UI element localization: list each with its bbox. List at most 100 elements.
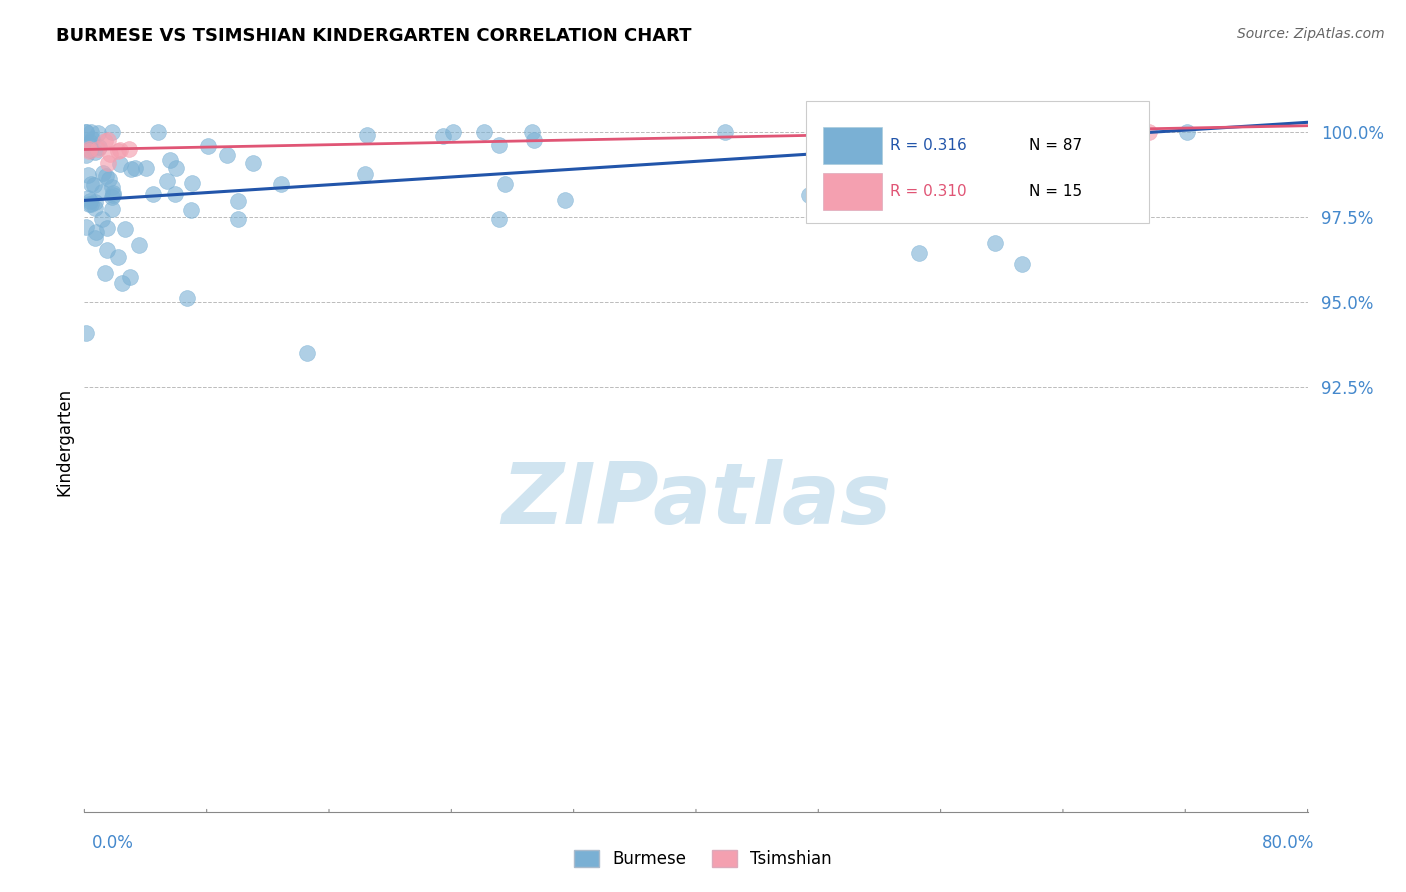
Point (1108, 155, 1130, 169)
Point (1115, 126, 1137, 140)
Point (101, 202, 124, 217)
Point (98, 147, 121, 161)
Point (884, 126, 907, 140)
Point (79, 135, 101, 149)
Point (1137, 126, 1160, 140)
Point (228, 194, 250, 208)
Point (91, 166, 114, 180)
Point (94, 266, 117, 280)
Point (83, 178, 105, 193)
Point (180, 202, 202, 217)
Point (114, 222, 136, 236)
FancyBboxPatch shape (806, 101, 1149, 223)
Point (494, 177, 516, 191)
Point (952, 126, 974, 140)
Point (96, 243, 118, 257)
Point (79, 143, 101, 157)
Point (120, 162, 142, 177)
Point (101, 188, 124, 202)
Point (441, 126, 464, 140)
Point (270, 177, 292, 191)
Text: 80.0%: 80.0% (1263, 834, 1315, 852)
Point (165, 161, 187, 176)
Point (77, 196, 100, 211)
Point (135, 161, 157, 175)
Point (297, 346, 319, 360)
Point (146, 126, 169, 140)
Point (159, 153, 181, 168)
Point (226, 212, 249, 227)
Point (97, 172, 120, 186)
Point (1002, 133, 1025, 147)
Point (75, 126, 97, 140)
Point (84, 231, 107, 245)
Text: N = 87: N = 87 (1029, 138, 1081, 153)
Point (91, 185, 114, 199)
Point (94, 134, 117, 148)
Point (1011, 257, 1033, 271)
Point (83, 145, 105, 159)
Y-axis label: Kindergarten: Kindergarten (55, 387, 73, 496)
Point (952, 126, 974, 140)
Point (118, 269, 141, 284)
Point (1047, 156, 1070, 170)
Point (79, 137, 101, 152)
Point (242, 156, 264, 170)
Point (79, 196, 101, 211)
Point (77, 169, 100, 183)
Point (75, 219, 97, 234)
Point (96, 220, 118, 235)
Point (97, 156, 120, 170)
Point (353, 167, 375, 181)
Point (108, 156, 131, 170)
Point (124, 161, 146, 175)
Point (75, 326, 97, 341)
Point (103, 186, 125, 201)
Point (87, 126, 110, 140)
Point (76, 190, 98, 204)
Point (107, 144, 129, 158)
Point (101, 126, 124, 140)
Point (432, 129, 454, 144)
Point (984, 235, 1007, 250)
Point (118, 142, 141, 156)
Point (87, 143, 110, 157)
Point (356, 128, 378, 142)
Point (1060, 147, 1083, 161)
Point (80, 131, 103, 145)
Point (520, 126, 543, 140)
Text: BURMESE VS TSIMSHIAN KINDERGARTEN CORRELATION CHART: BURMESE VS TSIMSHIAN KINDERGARTEN CORREL… (56, 27, 692, 45)
Point (554, 193, 576, 207)
Point (797, 188, 820, 202)
Point (77, 144, 100, 158)
Point (176, 291, 198, 305)
Point (908, 245, 931, 260)
Point (97, 133, 120, 147)
Point (1175, 126, 1198, 140)
Point (80, 126, 103, 140)
FancyBboxPatch shape (823, 173, 882, 210)
FancyBboxPatch shape (823, 127, 882, 164)
Point (111, 277, 134, 291)
Point (101, 180, 124, 194)
Text: 0.0%: 0.0% (91, 834, 134, 852)
Point (907, 198, 929, 212)
Point (488, 212, 510, 227)
Text: Source: ZipAtlas.com: Source: ZipAtlas.com (1237, 27, 1385, 41)
Point (522, 132, 544, 146)
Point (1043, 158, 1066, 172)
Text: N = 15: N = 15 (1029, 184, 1081, 199)
Point (142, 186, 165, 201)
Point (197, 139, 219, 153)
Point (77, 142, 100, 156)
Text: ZIPatlas: ZIPatlas (501, 459, 891, 542)
Point (90, 212, 112, 227)
Point (107, 251, 129, 265)
Point (84, 201, 107, 215)
Point (155, 174, 177, 188)
Point (714, 126, 737, 140)
Point (75, 148, 97, 162)
Point (79, 177, 101, 191)
Legend: Burmese, Tsimshian: Burmese, Tsimshian (568, 843, 838, 875)
Point (75, 126, 97, 140)
